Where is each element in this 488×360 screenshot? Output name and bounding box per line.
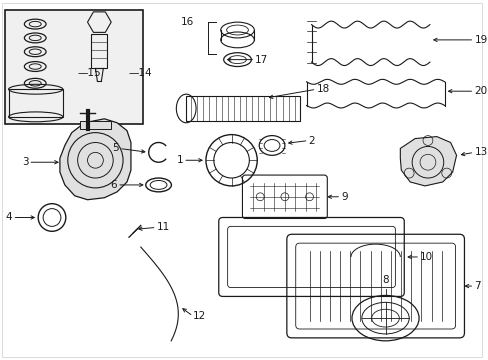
Text: 18: 18	[316, 84, 329, 94]
Text: 16: 16	[181, 17, 194, 27]
Text: 5: 5	[112, 143, 119, 153]
Text: 8: 8	[382, 275, 388, 285]
Text: —15: —15	[78, 68, 101, 78]
Text: 11: 11	[156, 222, 169, 232]
Text: 12: 12	[193, 311, 206, 321]
Text: —14: —14	[129, 68, 152, 78]
Text: 4: 4	[6, 212, 13, 222]
Text: 19: 19	[473, 35, 487, 45]
Text: 20: 20	[473, 86, 487, 96]
Bar	[91, 34, 107, 68]
Bar	[4, 10, 142, 124]
Text: 3: 3	[21, 157, 28, 167]
Polygon shape	[60, 119, 131, 200]
Text: 7: 7	[473, 281, 480, 291]
Polygon shape	[400, 136, 456, 186]
Bar	[9, 89, 63, 117]
Text: 17: 17	[255, 55, 268, 64]
Text: 1: 1	[176, 155, 183, 165]
Bar	[186, 96, 299, 121]
Text: 2: 2	[308, 135, 315, 145]
Text: 9: 9	[341, 192, 347, 202]
Text: 13: 13	[473, 147, 487, 157]
Text: 6: 6	[110, 180, 117, 190]
Bar	[80, 121, 111, 129]
Text: 10: 10	[419, 252, 432, 262]
